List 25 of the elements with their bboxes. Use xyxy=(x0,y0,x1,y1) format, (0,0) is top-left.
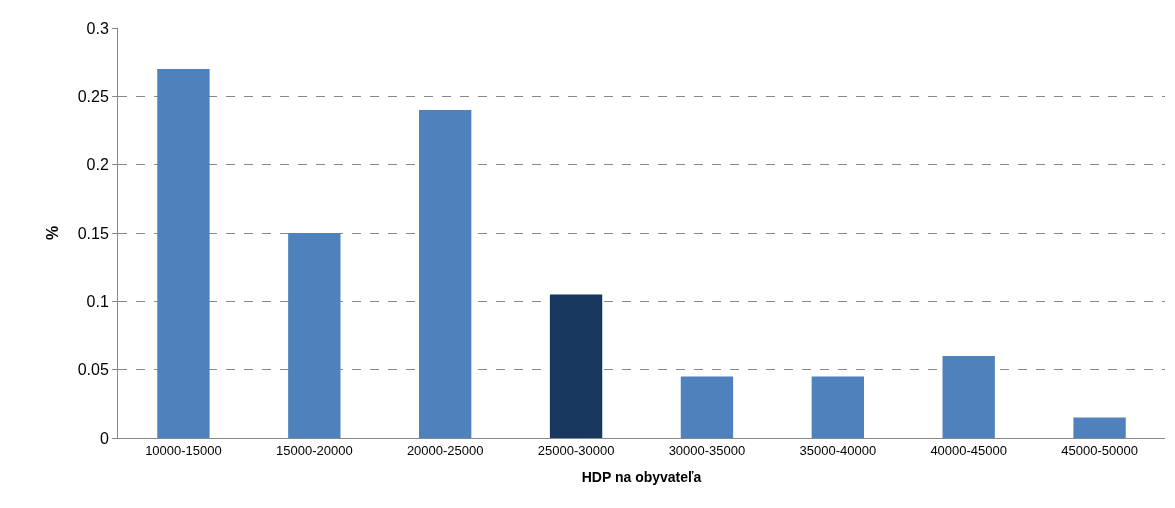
y-tick-label: 0.15 xyxy=(77,224,109,242)
bar xyxy=(288,233,341,438)
bar xyxy=(942,356,995,438)
bar xyxy=(680,376,734,438)
x-tick-label: 25000-30000 xyxy=(537,442,615,458)
y-tick-label: 0.05 xyxy=(77,361,109,379)
bar xyxy=(419,110,472,438)
y-tick-label: 0.2 xyxy=(86,156,109,174)
bar xyxy=(549,294,603,438)
x-tick-label: 45000-50000 xyxy=(1061,442,1138,458)
x-tick-label: 20000-25000 xyxy=(406,442,484,458)
y-tick-label: 0.1 xyxy=(86,292,109,310)
x-tick-label: 10000-15000 xyxy=(145,442,222,458)
x-axis-title: HDP na obyvateľa xyxy=(581,468,702,485)
y-axis-title: % xyxy=(43,225,61,241)
x-tick-label: 30000-35000 xyxy=(668,442,746,458)
bar xyxy=(157,69,210,438)
bar xyxy=(811,376,864,438)
y-tick-label: 0.25 xyxy=(77,87,109,105)
x-tick-label: 40000-45000 xyxy=(930,442,1008,458)
y-tick-label: 0.3 xyxy=(86,19,109,37)
y-tick-label: 0 xyxy=(99,429,109,447)
x-tick-label: 35000-40000 xyxy=(799,442,877,458)
x-tick-label: 15000-20000 xyxy=(275,442,353,458)
bar xyxy=(1073,417,1126,438)
